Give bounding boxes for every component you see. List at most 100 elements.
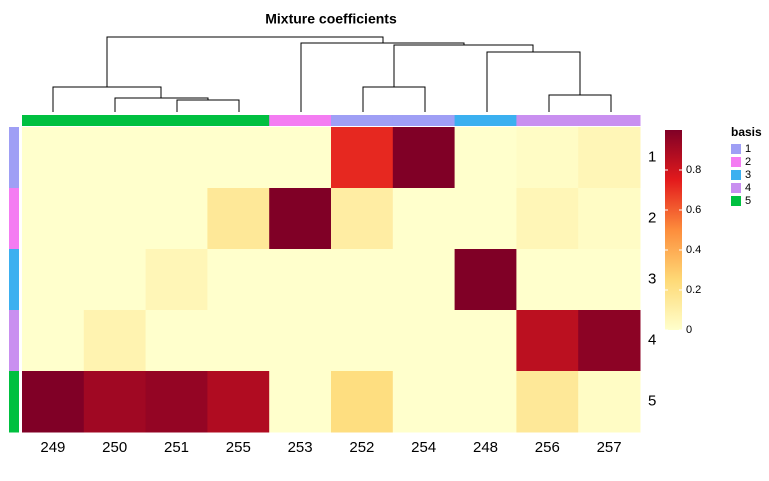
heatmap-cell (331, 127, 394, 189)
legend-title: basis (731, 125, 762, 139)
heatmap-cell (83, 249, 147, 311)
heatmap-cell (145, 127, 208, 189)
heatmap-cell (331, 188, 394, 250)
heatmap-cell (145, 188, 208, 250)
colorbar-tick-label: 0.4 (686, 244, 701, 256)
heatmap-cell (269, 249, 332, 311)
heatmap-cell (22, 127, 85, 189)
heatmap-cell (269, 371, 332, 433)
legend-label: 5 (745, 195, 751, 207)
heatmap-cell (578, 249, 641, 311)
heatmap-cell (83, 371, 147, 433)
column-annotation (392, 115, 456, 126)
legend-swatch (731, 183, 741, 193)
row-annotation (9, 310, 19, 372)
heatmap-cell (269, 127, 332, 189)
legend-label: 2 (745, 156, 751, 168)
heatmap-cell (516, 310, 579, 372)
colorbar-tick-label: 0 (686, 324, 692, 336)
heatmap-cell (516, 188, 579, 250)
x-tick-label: 251 (164, 439, 189, 456)
legend-label: 1 (745, 143, 751, 155)
heatmap-cell (454, 127, 517, 189)
heatmap-cell (578, 371, 641, 433)
column-annotation (516, 115, 579, 126)
heatmap-cell (454, 249, 517, 311)
heatmap-cell (516, 249, 579, 311)
heatmap-cell (22, 310, 85, 372)
chart-title: Mixture coefficients (265, 11, 397, 27)
heatmap-cell (22, 188, 85, 250)
heatmap-cell (331, 371, 394, 433)
legend-label: 4 (745, 182, 751, 194)
heatmap-cell (516, 127, 579, 189)
heatmap-cell (22, 249, 85, 311)
row-annotation (9, 371, 19, 433)
heatmap-cell (331, 249, 394, 311)
colorbar-tick-label: 0.8 (686, 164, 701, 176)
heatmap-cell (145, 310, 208, 372)
heatmap-cell (83, 127, 147, 189)
heatmap-cell (269, 310, 332, 372)
heatmap-cell (578, 188, 641, 250)
x-tick-label: 253 (288, 439, 313, 456)
column-annotation (269, 115, 332, 126)
heatmap-cell (578, 127, 641, 189)
x-tick-label: 254 (411, 439, 436, 456)
column-annotation (331, 115, 394, 126)
dendrogram (52, 36, 612, 112)
column-annotation (207, 115, 270, 126)
x-tick-label: 250 (102, 439, 127, 456)
legend-swatch (731, 196, 741, 206)
heatmap-cell (392, 249, 456, 311)
y-tick-label: 2 (648, 209, 656, 226)
heatmap-cell (22, 371, 85, 433)
x-tick-label: 255 (226, 439, 251, 456)
heatmap-cell (454, 371, 517, 433)
heatmap-cell (454, 188, 517, 250)
heatmap-cell (207, 371, 270, 433)
column-annotation (454, 115, 517, 126)
column-annotation (22, 115, 85, 126)
heatmap-cell (516, 371, 579, 433)
x-tick-label: 256 (535, 439, 560, 456)
legend-swatch (731, 157, 741, 167)
colorbar-tick-label: 0.2 (686, 284, 701, 296)
x-tick-label: 248 (473, 439, 498, 456)
colorbar-tick-label: 0.6 (686, 204, 701, 216)
y-tick-label: 3 (648, 270, 656, 287)
colorbar (665, 130, 682, 330)
heatmap-cell (145, 371, 208, 433)
heatmap-cell (392, 371, 456, 433)
legend-label: 3 (745, 169, 751, 181)
x-tick-label: 249 (40, 439, 65, 456)
heatmap-cell (207, 249, 270, 311)
row-annotation (9, 127, 19, 189)
y-tick-label: 1 (648, 148, 656, 165)
y-tick-label: 5 (648, 392, 656, 409)
heatmap-cell (578, 310, 641, 372)
x-tick-label: 257 (597, 439, 622, 456)
column-annotation (578, 115, 641, 126)
heatmap-cell (392, 188, 456, 250)
y-tick-label: 4 (648, 331, 656, 348)
row-annotation (9, 249, 19, 311)
heatmap-cell (207, 188, 270, 250)
column-annotation (145, 115, 208, 126)
heatmap-cell (207, 127, 270, 189)
legend-swatch (731, 144, 741, 154)
row-annotation (9, 188, 19, 250)
x-tick-label: 252 (349, 439, 374, 456)
heatmap-cell (83, 188, 147, 250)
heatmap-cell (83, 310, 147, 372)
heatmap-cell (392, 127, 456, 189)
heatmap-cell (331, 310, 394, 372)
heatmap-cell (269, 188, 332, 250)
heatmap-cell (392, 310, 456, 372)
column-annotation (83, 115, 147, 126)
heatmap-cell (145, 249, 208, 311)
legend-swatch (731, 170, 741, 180)
heatmap-cell (454, 310, 517, 372)
heatmap-cell (207, 310, 270, 372)
